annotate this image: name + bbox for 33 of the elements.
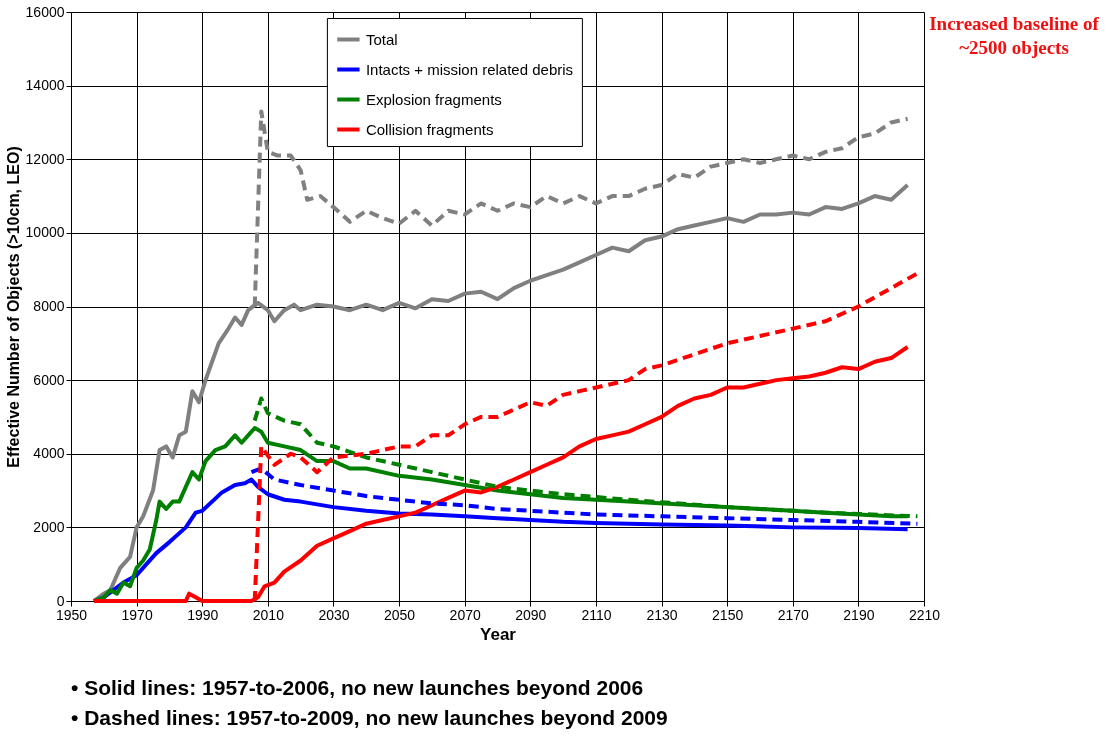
x-tick-label: 2110 [581, 606, 612, 623]
y-tick-label: 2000 [33, 518, 65, 535]
y-tick-label: 0 [56, 592, 65, 609]
x-tick-label: 2170 [777, 606, 810, 623]
legend-label: Explosion fragments [365, 90, 502, 108]
x-tick-label: 1990 [187, 606, 219, 623]
x-tick-label: 2190 [843, 606, 875, 623]
y-tick-label: 4000 [33, 445, 65, 462]
legend-label: Intacts + mission related debris [365, 60, 574, 78]
text: • Solid lines: 1957-to-2006, no new launches beyond 2006 [71, 676, 644, 699]
x-tick-label: 2070 [449, 606, 481, 623]
legend-label: Collision fragments [365, 120, 494, 138]
x-tick-label: 2210 [908, 606, 941, 623]
x-tick-label: 2090 [515, 606, 547, 623]
text: Increased baseline of ~2500 objects [929, 13, 1100, 58]
legend-label: Total [365, 30, 398, 48]
y-tick-label: 12000 [25, 150, 65, 167]
text: • Dashed lines: 1957-to-2009, no new launches beyond 2009 [71, 706, 668, 729]
line-series [249, 466, 920, 526]
x-tick-label: 2130 [646, 606, 678, 623]
x-tick-label: 2150 [712, 606, 744, 623]
y-tick-label: 16000 [25, 3, 65, 20]
x-tick-label: 2050 [384, 606, 416, 623]
x-tick-label: 2030 [318, 606, 350, 623]
y-tick-label: 6000 [33, 371, 65, 388]
x-axis-title: Year [480, 624, 517, 644]
y-tick-label: 14000 [25, 77, 65, 94]
y-axis-title: Effective Number of Objects (>10cm, LEO) [4, 146, 22, 468]
x-tick-label: 1970 [121, 606, 153, 623]
y-tick-label: 10000 [25, 224, 65, 241]
x-tick-label: 1950 [55, 606, 88, 623]
x-tick-label: 2010 [252, 606, 285, 623]
y-tick-label: 8000 [33, 298, 65, 314]
